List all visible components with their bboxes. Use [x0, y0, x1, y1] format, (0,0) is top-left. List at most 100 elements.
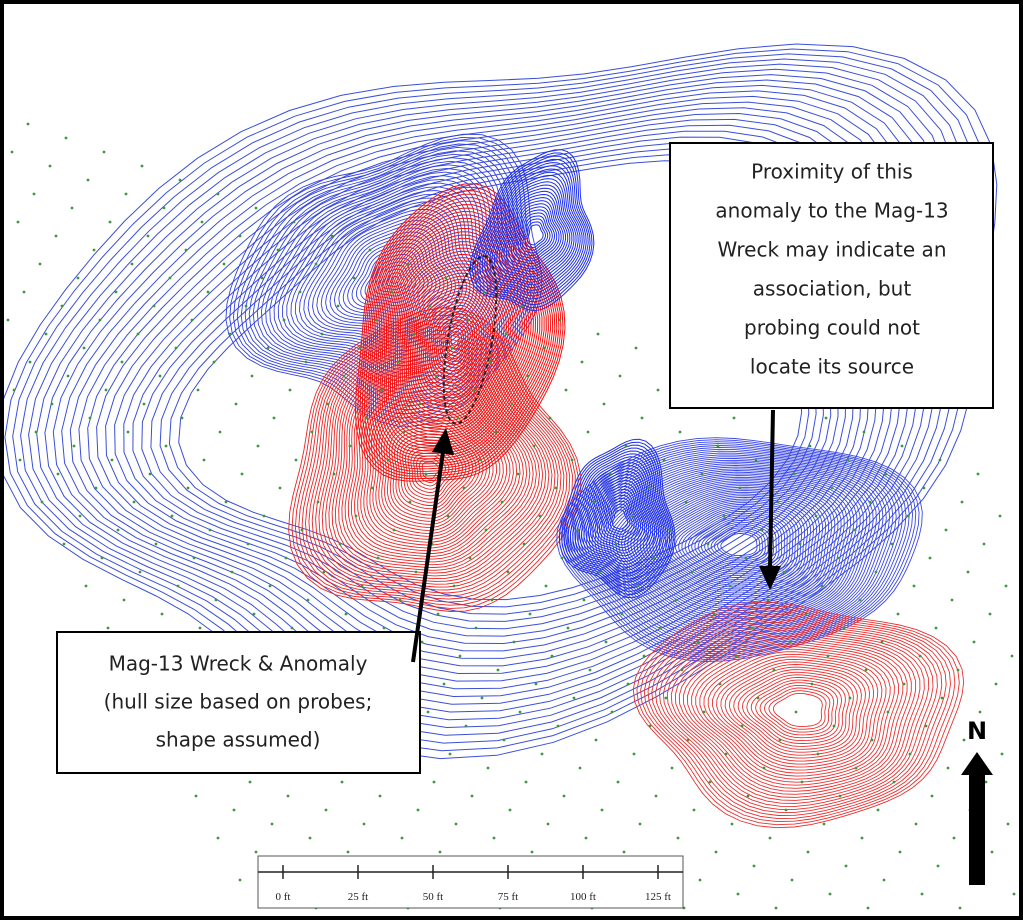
survey-point — [635, 347, 638, 350]
survey-point — [289, 389, 292, 392]
survey-point — [599, 571, 602, 574]
survey-point — [565, 389, 568, 392]
survey-point — [169, 277, 172, 280]
survey-point — [747, 795, 750, 798]
survey-point — [561, 557, 564, 560]
survey-point — [583, 599, 586, 602]
survey-point — [809, 445, 812, 448]
survey-point — [881, 641, 884, 644]
survey-point — [125, 193, 128, 196]
survey-point — [995, 683, 998, 686]
survey-point — [399, 599, 402, 602]
survey-point — [17, 221, 20, 224]
survey-point — [1007, 823, 1010, 826]
survey-point — [999, 515, 1002, 518]
survey-point — [217, 837, 220, 840]
survey-point — [761, 529, 764, 532]
survey-point — [147, 235, 150, 238]
survey-point — [257, 445, 260, 448]
survey-point — [795, 711, 798, 714]
survey-point — [345, 613, 348, 616]
survey-point — [403, 431, 406, 434]
survey-point — [697, 641, 700, 644]
survey-point — [339, 543, 342, 546]
survey-point — [457, 417, 460, 420]
survey-point — [639, 823, 642, 826]
map-figure: Proximity of thisanomaly to the Mag-13Wr… — [0, 0, 1023, 920]
survey-point — [163, 207, 166, 210]
survey-point — [387, 459, 390, 462]
survey-point — [687, 739, 690, 742]
survey-point — [253, 613, 256, 616]
scale-box — [258, 856, 683, 908]
survey-point — [915, 823, 918, 826]
survey-point — [737, 893, 740, 896]
survey-point — [767, 599, 770, 602]
survey-point — [701, 473, 704, 476]
survey-point — [991, 851, 994, 854]
survey-point — [579, 767, 582, 770]
survey-point — [497, 669, 500, 672]
survey-point — [65, 137, 68, 140]
survey-point — [203, 459, 206, 462]
survey-point — [849, 697, 852, 700]
survey-point — [763, 767, 766, 770]
survey-point — [341, 781, 344, 784]
survey-point — [681, 669, 684, 672]
survey-point — [93, 249, 96, 252]
survey-point — [23, 291, 26, 294]
survey-point — [699, 879, 702, 882]
callout-line: Mag-13 Wreck & Anomaly — [109, 652, 368, 676]
survey-point — [127, 431, 130, 434]
survey-point — [845, 865, 848, 868]
survey-point — [817, 753, 820, 756]
survey-point — [755, 459, 758, 462]
callout-top: Proximity of thisanomaly to the Mag-13Wr… — [670, 143, 993, 408]
callout-line: association, but — [753, 277, 912, 301]
survey-point — [455, 823, 458, 826]
survey-point — [811, 683, 814, 686]
survey-point — [103, 151, 106, 154]
survey-point — [343, 375, 346, 378]
callout-line: Wreck may indicate an — [717, 238, 946, 262]
survey-point — [663, 459, 666, 462]
survey-point — [637, 585, 640, 588]
survey-point — [875, 571, 878, 574]
survey-point — [783, 571, 786, 574]
survey-point — [519, 711, 522, 714]
survey-point — [171, 515, 174, 518]
survey-point — [791, 879, 794, 882]
survey-point — [1005, 585, 1008, 588]
north-label: N — [967, 717, 987, 745]
survey-point — [225, 501, 228, 504]
survey-point — [413, 333, 416, 336]
survey-point — [833, 725, 836, 728]
survey-point — [35, 431, 38, 434]
survey-point — [731, 823, 734, 826]
survey-point — [801, 781, 804, 784]
survey-point — [545, 585, 548, 588]
survey-point — [757, 697, 760, 700]
survey-point — [459, 655, 462, 658]
survey-point — [837, 557, 840, 560]
survey-point — [897, 613, 900, 616]
survey-point — [517, 473, 520, 476]
survey-point — [149, 473, 152, 476]
survey-point — [725, 753, 728, 756]
survey-point — [603, 403, 606, 406]
survey-point — [717, 445, 720, 448]
survey-point — [909, 753, 912, 756]
survey-point — [353, 277, 356, 280]
survey-point — [559, 319, 562, 322]
survey-point — [615, 543, 618, 546]
survey-point — [181, 417, 184, 420]
survey-point — [391, 291, 394, 294]
survey-point — [63, 543, 66, 546]
callout-line: Proximity of this — [751, 160, 913, 184]
survey-point — [371, 487, 374, 490]
survey-point — [153, 305, 156, 308]
survey-point — [465, 725, 468, 728]
survey-point — [453, 585, 456, 588]
survey-point — [325, 809, 328, 812]
survey-point — [323, 571, 326, 574]
